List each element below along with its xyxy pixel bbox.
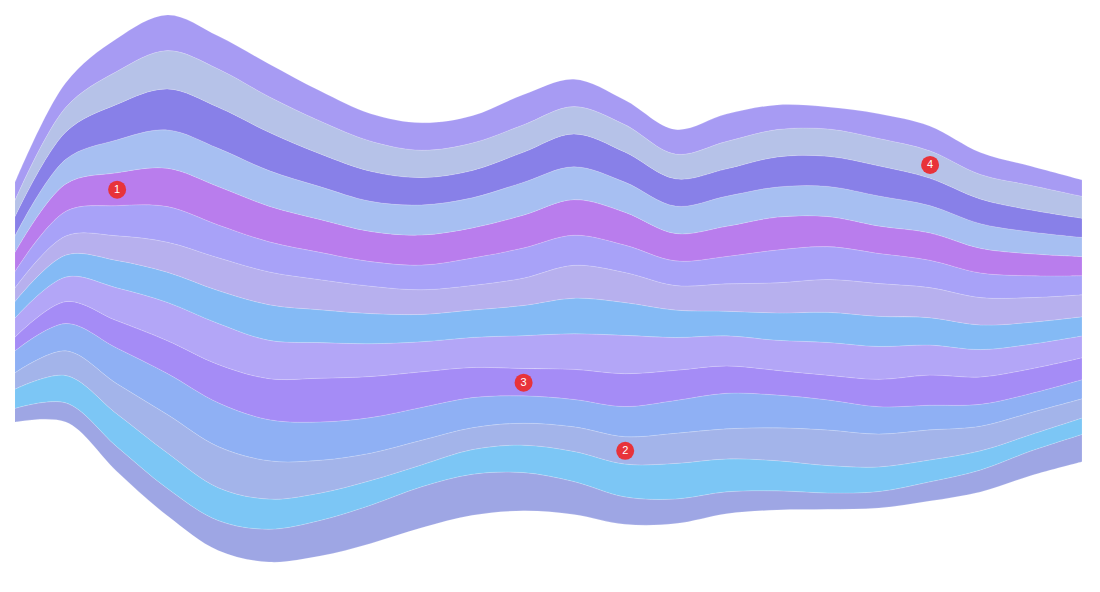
- svg-text:4: 4: [927, 158, 933, 170]
- svg-text:3: 3: [521, 376, 527, 388]
- svg-text:2: 2: [622, 444, 628, 456]
- svg-text:1: 1: [114, 183, 120, 195]
